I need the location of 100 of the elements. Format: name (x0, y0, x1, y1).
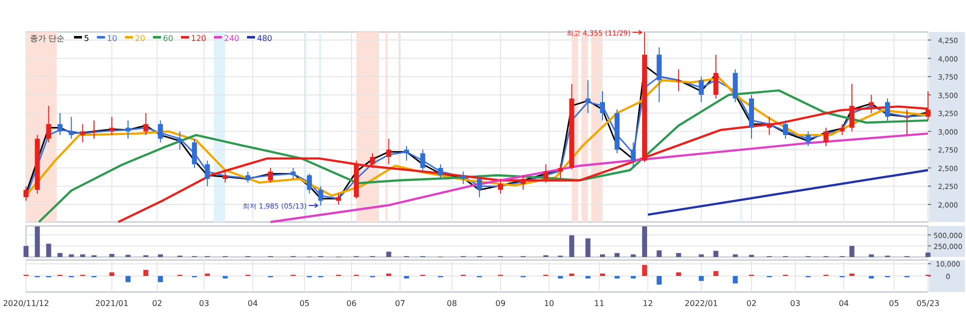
bar (849, 246, 854, 257)
candlestick (109, 116, 114, 136)
bar (80, 254, 86, 257)
legend-label: 5 (84, 34, 90, 43)
x-tick-label: 05 (888, 299, 900, 308)
candlestick (306, 173, 312, 194)
candlestick (24, 186, 28, 202)
x-tick-label: 02 (152, 299, 162, 308)
candlestick (143, 112, 148, 136)
bar (600, 254, 606, 257)
candlestick (126, 120, 131, 140)
bar (713, 250, 718, 257)
bar (46, 244, 52, 257)
x-tick-label: 04 (248, 299, 258, 308)
bar (926, 252, 930, 257)
x-tick-label: 11 (594, 299, 604, 308)
candlestick (630, 142, 636, 168)
x-tick-label: 05/23 (916, 299, 940, 308)
candlestick (204, 160, 210, 187)
candlestick (849, 83, 854, 132)
candlestick (92, 120, 97, 140)
bar (158, 254, 163, 257)
bar (676, 272, 682, 276)
candlestick (676, 68, 682, 92)
bar (630, 254, 636, 257)
candlestick (498, 178, 503, 194)
x-tick-label: 04 (838, 299, 849, 308)
legend-title: 종가 단순 (30, 34, 65, 43)
candlestick (558, 164, 563, 180)
x-tick-label: 2020/11/12 (2, 299, 50, 308)
bar (732, 254, 738, 257)
candlestick (585, 80, 590, 114)
bar (109, 272, 114, 276)
bar (158, 276, 163, 282)
bar (143, 270, 148, 276)
x-tick-label: 07 (394, 299, 406, 308)
bar (676, 253, 682, 257)
candlestick (904, 108, 910, 136)
x-tick-label: 09 (495, 299, 506, 308)
x-tick-label: 2022/01 (684, 299, 718, 308)
candlestick (370, 152, 376, 168)
bar (68, 254, 74, 257)
candlestick (318, 186, 324, 206)
bar (656, 250, 662, 257)
x-tick-label: 08 (446, 299, 457, 308)
candlestick (268, 167, 274, 184)
x-tick-label: 02 (746, 299, 757, 308)
legend-label: 480 (257, 34, 272, 43)
candlestick (476, 174, 482, 198)
candlestick (80, 124, 86, 143)
candlestick (386, 138, 392, 165)
bar (109, 254, 114, 257)
candlestick (713, 54, 718, 99)
candlestick (600, 90, 606, 121)
candlestick (806, 130, 811, 146)
legend-label: 20 (135, 34, 146, 43)
candlestick (460, 171, 466, 184)
bar (569, 235, 574, 257)
candlestick (438, 164, 444, 180)
candlestick (823, 127, 828, 146)
candlestick (404, 146, 410, 162)
legend-label: 10 (107, 34, 118, 43)
candlestick (766, 116, 772, 136)
x-tick-label: 12 (642, 299, 653, 308)
bar (58, 253, 63, 257)
bar (698, 254, 704, 257)
legend-label: 240 (224, 34, 240, 43)
legend-label: 120 (191, 34, 206, 43)
candlestick (698, 76, 704, 103)
x-tick-label: 03 (199, 299, 210, 308)
candlestick (192, 138, 197, 168)
bar (614, 253, 620, 257)
x-tick-label: 10 (544, 299, 554, 308)
candlestick (782, 120, 788, 140)
candlestick (46, 105, 52, 143)
bar (868, 254, 874, 257)
bar (585, 238, 590, 257)
bar (713, 271, 718, 276)
candlestick (840, 124, 845, 136)
candlestick (222, 171, 228, 184)
candlestick (885, 98, 890, 121)
candlestick (68, 116, 74, 140)
bar (34, 226, 40, 257)
candlestick (868, 94, 874, 114)
bar (126, 276, 131, 282)
bar (698, 276, 704, 281)
x-tick-label: 05 (299, 299, 310, 308)
bar (656, 276, 662, 285)
x-tick-label: 2021/01 (95, 299, 128, 308)
candlestick (420, 149, 426, 172)
bar (642, 226, 648, 257)
candlestick (58, 112, 63, 136)
x-tick-label: 03 (790, 299, 800, 308)
legend-label: 60 (163, 34, 174, 43)
candlestick (543, 164, 548, 184)
bar (386, 252, 392, 257)
candlestick (158, 120, 163, 143)
bar (642, 264, 648, 276)
candlestick (177, 130, 182, 150)
x-tick-label: 06 (346, 299, 357, 308)
